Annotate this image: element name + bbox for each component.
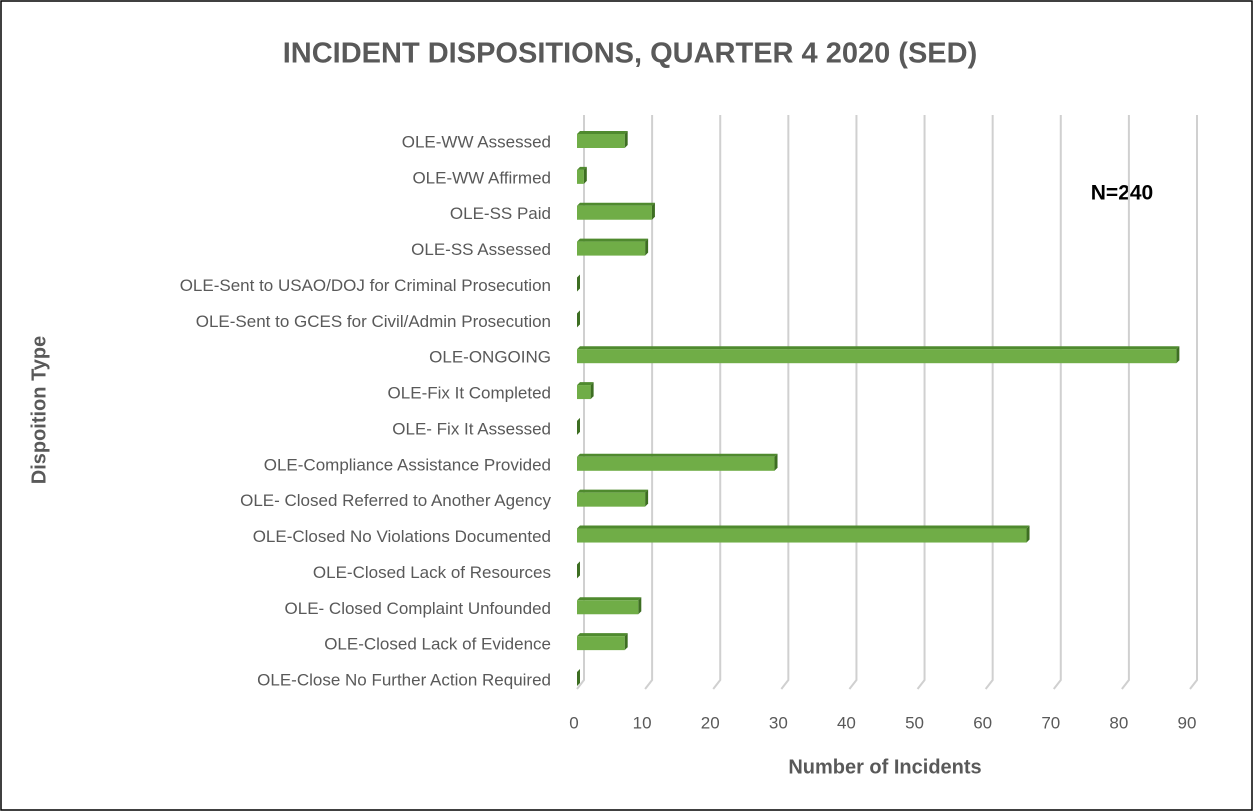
x-axis-title: Number of Incidents bbox=[788, 756, 981, 778]
bar-face bbox=[583, 166, 587, 184]
bar-face bbox=[577, 492, 646, 507]
bar bbox=[577, 166, 587, 184]
bar-face bbox=[577, 346, 1180, 350]
x-tick-label: 0 bbox=[569, 713, 578, 732]
y-tick-label: OLE-SS Assessed bbox=[411, 240, 551, 259]
y-tick-label: OLE-Sent to GCES for Civil/Admin Prosecu… bbox=[196, 312, 551, 331]
bar bbox=[577, 633, 628, 651]
grid-line bbox=[576, 115, 585, 690]
bar-face bbox=[577, 525, 1030, 529]
y-tick-label: OLE-Closed Lack of Resources bbox=[313, 563, 551, 582]
bar-face bbox=[577, 633, 628, 637]
annotation: N=240 bbox=[1091, 182, 1153, 205]
bar-face bbox=[577, 241, 646, 256]
bar bbox=[577, 131, 628, 148]
bar-face bbox=[577, 382, 594, 386]
bar-face bbox=[577, 205, 652, 220]
grid-line bbox=[712, 115, 722, 690]
bar-face bbox=[638, 597, 642, 615]
bar-face bbox=[577, 561, 580, 579]
bar-face bbox=[577, 134, 625, 148]
grid-line bbox=[644, 115, 654, 690]
bar-face bbox=[645, 489, 649, 507]
grid-line bbox=[780, 115, 790, 690]
bar-face bbox=[577, 453, 778, 457]
bar bbox=[577, 489, 649, 507]
y-tick-label: OLE-Closed Lack of Evidence bbox=[324, 635, 551, 654]
bar-face bbox=[577, 456, 775, 471]
grid-line bbox=[916, 115, 926, 690]
bar bbox=[577, 453, 778, 471]
y-tick-label: OLE- Fix It Assessed bbox=[392, 419, 551, 438]
bar-face bbox=[590, 382, 594, 400]
y-tick-label: OLE-WW Affirmed bbox=[412, 168, 551, 187]
y-tick-label: OLE-Sent to USAO/DOJ for Criminal Prosec… bbox=[180, 276, 551, 295]
x-tick-label: 20 bbox=[701, 713, 720, 732]
x-tick-label: 10 bbox=[633, 713, 652, 732]
bar bbox=[577, 202, 655, 220]
bar-face bbox=[577, 131, 628, 134]
y-tick-label: OLE-Closed No Violations Documented bbox=[253, 527, 551, 546]
bar-face bbox=[577, 417, 580, 435]
bar bbox=[577, 597, 642, 615]
bar-face bbox=[1026, 525, 1030, 543]
bar-face bbox=[577, 636, 625, 651]
x-tick-label: 60 bbox=[973, 713, 992, 732]
grid-line bbox=[848, 115, 858, 690]
y-tick-label: OLE-SS Paid bbox=[450, 204, 551, 223]
bar-face bbox=[577, 597, 642, 601]
bar bbox=[577, 417, 580, 435]
bar-face bbox=[651, 202, 655, 220]
bar-face bbox=[577, 669, 580, 686]
x-tick-label: 50 bbox=[905, 713, 924, 732]
bar-face bbox=[577, 169, 584, 184]
y-tick-label: OLE-ONGOING bbox=[429, 348, 551, 367]
bar bbox=[577, 525, 1030, 543]
bar bbox=[577, 310, 580, 328]
y-tick-label: OLE-Fix It Completed bbox=[388, 384, 551, 403]
bar-face bbox=[1176, 346, 1180, 364]
bar-face bbox=[577, 600, 639, 615]
y-tick-label: OLE- Closed Complaint Unfounded bbox=[285, 599, 551, 618]
x-tick-label: 40 bbox=[837, 713, 856, 732]
grid-line bbox=[1121, 115, 1130, 690]
bar-face bbox=[577, 166, 587, 170]
x-tick-label: 80 bbox=[1109, 713, 1128, 732]
bar bbox=[577, 561, 580, 579]
x-tick-label: 30 bbox=[769, 713, 788, 732]
bar bbox=[577, 274, 580, 292]
grid-line bbox=[984, 115, 994, 690]
x-tick-label: 70 bbox=[1041, 713, 1060, 732]
bar-face bbox=[577, 274, 580, 292]
bar-face bbox=[577, 238, 649, 242]
chart-title: INCIDENT DISPOSITIONS, QUARTER 4 2020 (S… bbox=[283, 38, 978, 70]
y-tick-label: OLE-Close No Further Action Required bbox=[257, 670, 551, 689]
bar bbox=[577, 669, 580, 686]
bar-face bbox=[645, 238, 649, 256]
bar-face bbox=[577, 310, 580, 328]
bar-face bbox=[577, 489, 649, 493]
bar bbox=[577, 382, 594, 400]
y-tick-label: OLE-WW Assessed bbox=[402, 132, 551, 151]
bar-face bbox=[774, 453, 778, 471]
y-tick-label: OLE-Compliance Assistance Provided bbox=[264, 455, 551, 474]
grid-line bbox=[1189, 115, 1198, 690]
bar-face bbox=[577, 349, 1177, 364]
bar bbox=[577, 238, 649, 256]
grid-line bbox=[1052, 115, 1062, 690]
bar-face bbox=[577, 385, 591, 400]
y-axis-title: Dispoition Type bbox=[28, 336, 50, 485]
x-tick-label: 90 bbox=[1178, 713, 1197, 732]
bar-face bbox=[624, 633, 628, 651]
bar-face bbox=[577, 528, 1027, 543]
bar-face bbox=[577, 202, 655, 206]
bar-face bbox=[624, 131, 628, 148]
bar bbox=[577, 346, 1180, 364]
y-tick-label: OLE- Closed Referred to Another Agency bbox=[240, 491, 551, 510]
